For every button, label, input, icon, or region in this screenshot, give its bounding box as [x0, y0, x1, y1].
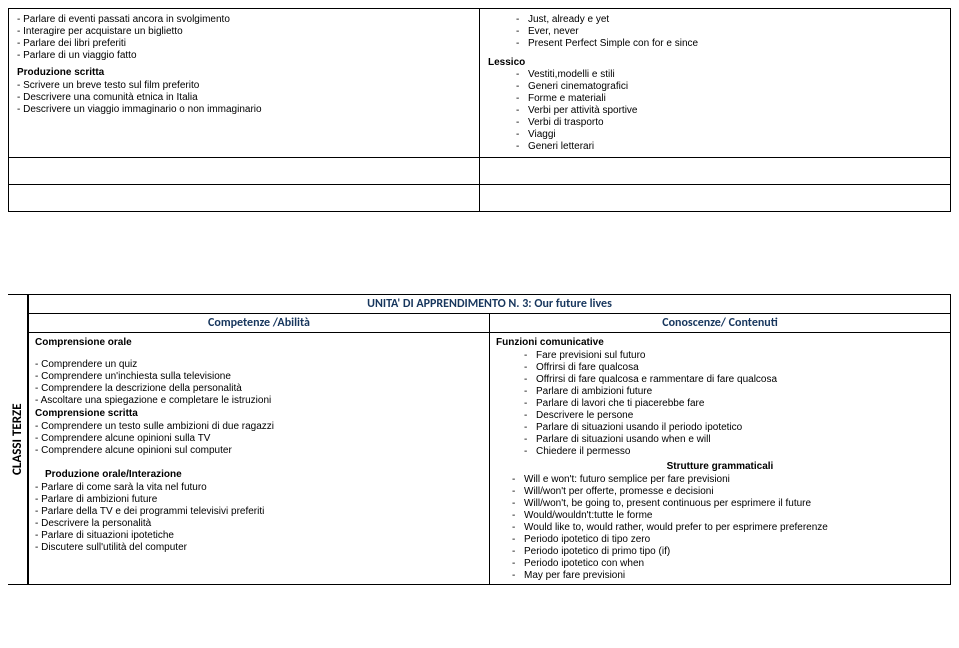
list-item: Descrivere la personalità — [35, 518, 483, 529]
list-item: Forme e materiali — [516, 93, 942, 104]
bottom-left-g2: Comprendere un testo sulle ambizioni di … — [35, 421, 483, 456]
list-item: Comprendere alcune opinioni sulla TV — [35, 433, 483, 444]
list-item: Parlare di ambizioni future — [35, 494, 483, 505]
list-item: Comprendere un'inchiesta sulla televisio… — [35, 371, 483, 382]
list-item: Parlare di un viaggio fatto — [17, 50, 471, 61]
list-item: Periodo ipotetico con when — [512, 558, 944, 569]
spacer — [8, 212, 951, 282]
list-item: Parlare della TV e dei programmi televis… — [35, 506, 483, 517]
list-item: May per fare previsioni — [512, 570, 944, 581]
list-item: Parlare di situazioni usando when e will — [524, 434, 944, 445]
list-item: Present Perfect Simple con for e since — [516, 38, 942, 49]
empty-row — [9, 158, 951, 185]
list-item: Comprendere un testo sulle ambizioni di … — [35, 421, 483, 432]
vertical-label-classi-terze: CLASSI TERZE — [8, 294, 28, 585]
list-item: Comprendere alcune opinioni sul computer — [35, 445, 483, 456]
heading-comprensione-orale: Comprensione orale — [35, 337, 483, 348]
list-item: Ever, never — [516, 26, 942, 37]
bottom-right-g1: Fare previsioni sul futuro Offrirsi di f… — [496, 350, 944, 457]
top-right-list-2: Vestiti,modelli e stili Generi cinematog… — [488, 69, 942, 152]
list-item: Interagire per acquistare un biglietto — [17, 26, 471, 37]
list-item: Vestiti,modelli e stili — [516, 69, 942, 80]
list-item: Parlare di lavori che ti piacerebbe fare — [524, 398, 944, 409]
top-right-cell: Just, already e yet Ever, never Present … — [480, 9, 951, 158]
list-item: Chiedere il permesso — [524, 446, 944, 457]
list-item: Parlare di eventi passati ancora in svol… — [17, 14, 471, 25]
top-left-list-1: Parlare di eventi passati ancora in svol… — [17, 14, 471, 61]
list-item: Generi cinematografici — [516, 81, 942, 92]
list-item: Parlare di situazioni usando il periodo … — [524, 422, 944, 433]
list-item: Will e won't: futuro semplice per fare p… — [512, 474, 944, 485]
list-item: Parlare di come sarà la vita nel futuro — [35, 482, 483, 493]
list-item: Scrivere un breve testo sul film preferi… — [17, 80, 471, 91]
col-header-competenze: Competenze /Abilità — [29, 314, 490, 333]
unit-table: UNITA' DI APPRENDIMENTO N. 3: Our future… — [28, 294, 951, 585]
list-item: Generi letterari — [516, 141, 942, 152]
list-item: Will/won't per offerte, promesse e decis… — [512, 486, 944, 497]
bottom-left-cell: Comprensione orale Comprendere un quiz C… — [29, 333, 490, 585]
empty-row — [9, 185, 951, 212]
list-item: Offrirsi di fare qualcosa e rammentare d… — [524, 374, 944, 385]
top-left-cell: Parlare di eventi passati ancora in svol… — [9, 9, 480, 158]
list-item: Parlare di situazioni ipotetiche — [35, 530, 483, 541]
list-item: Descrivere le persone — [524, 410, 944, 421]
bottom-right-cell: Funzioni comunicative Fare previsioni su… — [490, 333, 951, 585]
list-item: Descrivere una comunità etnica in Italia — [17, 92, 471, 103]
list-item: Parlare di ambizioni future — [524, 386, 944, 397]
heading-comprensione-scritta: Comprensione scritta — [35, 408, 483, 419]
list-item: Parlare dei libri preferiti — [17, 38, 471, 49]
list-item: Would/wouldn't:tutte le forme — [512, 510, 944, 521]
list-item: Offrirsi di fare qualcosa — [524, 362, 944, 373]
list-item: Will/won't, be going to, present continu… — [512, 498, 944, 509]
list-item: Fare previsioni sul futuro — [524, 350, 944, 361]
list-item: Ascoltare una spiegazione e completare l… — [35, 395, 483, 406]
heading-lessico: Lessico — [488, 57, 942, 68]
list-item: Verbi di trasporto — [516, 117, 942, 128]
top-table: Parlare di eventi passati ancora in svol… — [8, 8, 951, 212]
heading-funzioni-comunicative: Funzioni comunicative — [496, 337, 944, 348]
bottom-right-g2: Will e won't: futuro semplice per fare p… — [496, 474, 944, 581]
heading-strutture-grammaticali: Strutture grammaticali — [496, 461, 944, 472]
top-left-list-2: Scrivere un breve testo sul film preferi… — [17, 80, 471, 115]
list-item: Periodo ipotetico di primo tipo (if) — [512, 546, 944, 557]
list-item: Viaggi — [516, 129, 942, 140]
bottom-left-g3: Parlare di come sarà la vita nel futuro … — [35, 482, 483, 553]
heading-produzione-scritta: Produzione scritta — [17, 67, 471, 78]
list-item: Comprendere un quiz — [35, 359, 483, 370]
unit-wrap: CLASSI TERZE UNITA' DI APPRENDIMENTO N. … — [8, 294, 951, 585]
unit-title: UNITA' DI APPRENDIMENTO N. 3: Our future… — [29, 295, 951, 314]
col-header-conoscenze: Conoscenze/ Contenuti — [490, 314, 951, 333]
top-right-list-1: Just, already e yet Ever, never Present … — [488, 14, 942, 49]
list-item: Descrivere un viaggio immaginario o non … — [17, 104, 471, 115]
list-item: Would like to, would rather, would prefe… — [512, 522, 944, 533]
list-item: Periodo ipotetico di tipo zero — [512, 534, 944, 545]
bottom-left-g1: Comprendere un quiz Comprendere un'inchi… — [35, 359, 483, 406]
list-item: Verbi per attività sportive — [516, 105, 942, 116]
heading-produzione-orale: Produzione orale/Interazione — [45, 469, 483, 480]
list-item: Just, already e yet — [516, 14, 942, 25]
list-item: Comprendere la descrizione della persona… — [35, 383, 483, 394]
list-item: Discutere sull'utilità del computer — [35, 542, 483, 553]
